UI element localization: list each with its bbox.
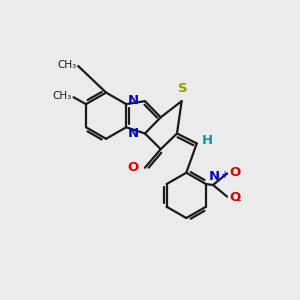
Text: CH₃: CH₃ (52, 91, 72, 101)
Text: CH₃: CH₃ (57, 60, 76, 70)
Text: O: O (230, 191, 241, 204)
Text: O: O (230, 166, 241, 179)
Text: +: + (220, 170, 227, 180)
Text: N: N (127, 94, 138, 107)
Text: H: H (202, 134, 213, 147)
Text: S: S (178, 82, 188, 95)
Text: N: N (127, 127, 138, 140)
Text: -: - (236, 194, 241, 207)
Text: N: N (208, 170, 220, 183)
Text: O: O (127, 161, 138, 174)
